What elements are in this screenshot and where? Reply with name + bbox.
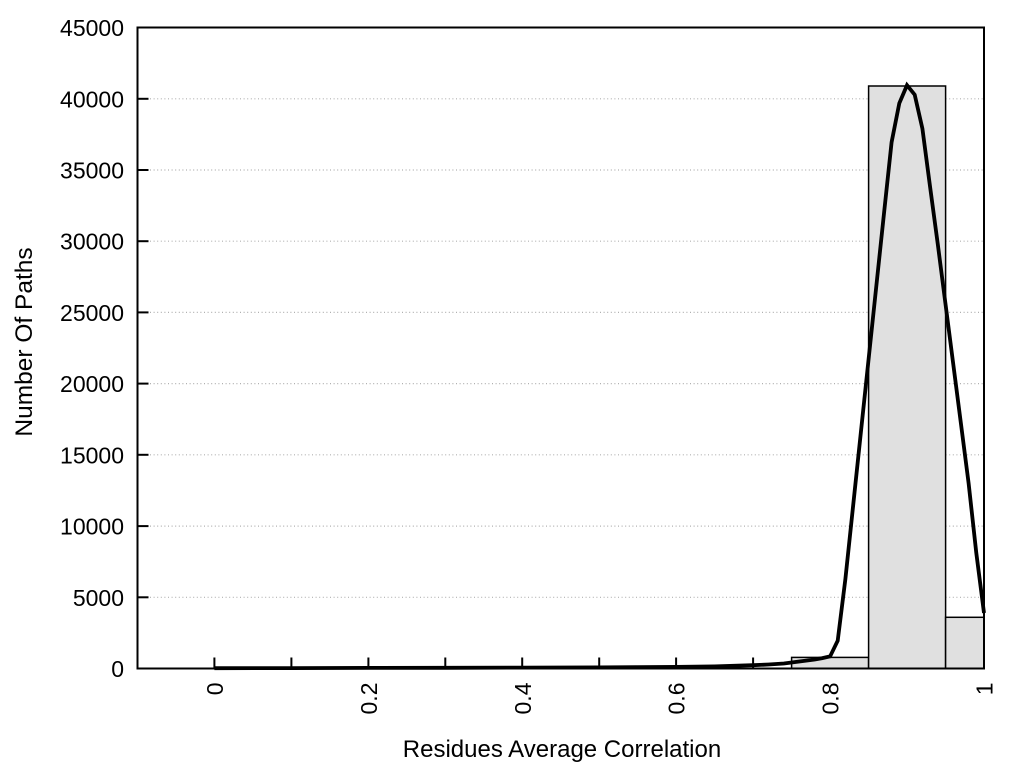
svg-text:35000: 35000 bbox=[60, 158, 124, 184]
svg-text:0.2: 0.2 bbox=[356, 683, 382, 715]
svg-text:0.8: 0.8 bbox=[818, 683, 844, 715]
svg-text:Number Of Paths: Number Of Paths bbox=[11, 247, 38, 436]
svg-text:40000: 40000 bbox=[60, 86, 124, 112]
svg-text:30000: 30000 bbox=[60, 229, 124, 255]
svg-text:25000: 25000 bbox=[60, 300, 124, 326]
svg-text:10000: 10000 bbox=[60, 514, 124, 540]
svg-text:15000: 15000 bbox=[60, 442, 124, 468]
svg-text:20000: 20000 bbox=[60, 371, 124, 397]
svg-text:5000: 5000 bbox=[73, 585, 124, 611]
svg-text:0: 0 bbox=[111, 656, 124, 682]
svg-text:1: 1 bbox=[972, 683, 998, 696]
svg-text:45000: 45000 bbox=[60, 15, 124, 41]
svg-text:0.6: 0.6 bbox=[664, 683, 690, 715]
svg-text:0: 0 bbox=[202, 683, 228, 696]
svg-text:0.4: 0.4 bbox=[510, 682, 536, 714]
svg-text:Residues Average Correlation: Residues Average Correlation bbox=[403, 736, 721, 763]
